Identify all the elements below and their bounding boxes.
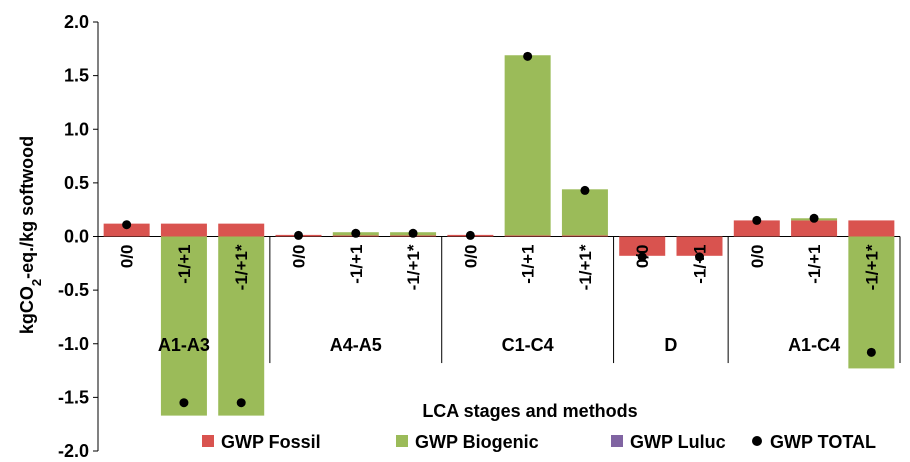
total-marker bbox=[866, 347, 876, 357]
category-label: -1/+1 bbox=[347, 245, 366, 284]
y-tick-label: 1.5 bbox=[64, 66, 89, 86]
category-label: 0/0 bbox=[633, 245, 652, 269]
bar-gwp-biogenic bbox=[504, 55, 551, 236]
group-label: A1-C4 bbox=[788, 335, 840, 355]
total-marker bbox=[580, 185, 590, 195]
y-tick-label: -1.0 bbox=[58, 334, 89, 354]
bars bbox=[103, 55, 895, 416]
y-tick-label: -0.5 bbox=[58, 280, 89, 300]
bar-gwp-fossil bbox=[676, 236, 723, 256]
category-label: 0/0 bbox=[748, 245, 767, 269]
legend-label: GWP TOTAL bbox=[770, 432, 876, 452]
bar-gwp-fossil bbox=[733, 220, 780, 237]
y-tick-label: 0.5 bbox=[64, 173, 89, 193]
total-marker bbox=[179, 398, 189, 408]
category-label: -1/+1* bbox=[576, 244, 595, 290]
total-marker bbox=[809, 213, 819, 223]
bar-gwp-fossil bbox=[561, 235, 608, 237]
y-axis-title: kgCO2-eq./kg softwood bbox=[17, 136, 44, 334]
group-label: D bbox=[664, 335, 677, 355]
bar-gwp-fossil bbox=[504, 235, 551, 237]
group-label: A1-A3 bbox=[158, 335, 210, 355]
category-label: -1/+1 bbox=[691, 245, 710, 284]
legend-swatch bbox=[611, 435, 623, 447]
category-label: 0/0 bbox=[118, 245, 137, 269]
category-label: -1/+1* bbox=[232, 244, 251, 290]
total-markers bbox=[122, 51, 876, 408]
legend-swatch bbox=[202, 435, 214, 447]
legend-marker bbox=[752, 436, 762, 446]
total-marker bbox=[523, 51, 533, 61]
category-label: -1/+1 bbox=[805, 245, 824, 284]
bar-gwp-biogenic bbox=[848, 236, 895, 369]
category-label: -1/+1* bbox=[862, 244, 881, 290]
total-marker bbox=[465, 230, 475, 240]
bar-gwp-fossil bbox=[619, 236, 666, 256]
category-labels: 0/0 -1/+1 -1/+1* 0/0 -1/+1 -1/+1* 0/0 -1/+1 -1/+… bbox=[118, 244, 882, 290]
category-label: -1/+1* bbox=[404, 244, 423, 290]
y-tick-label: -2.0 bbox=[58, 441, 89, 461]
total-marker bbox=[236, 398, 246, 408]
y-tick-label: 0.0 bbox=[64, 227, 89, 247]
bar-gwp-biogenic bbox=[160, 236, 207, 416]
total-marker bbox=[294, 230, 303, 240]
legend: GWP Fossil GWP Biogenic GWP Luluc GWP TOTAL bbox=[202, 432, 876, 452]
category-label: 0/0 bbox=[461, 245, 480, 269]
total-marker bbox=[637, 252, 647, 262]
legend-label: GWP Luluc bbox=[630, 432, 726, 452]
total-marker bbox=[695, 252, 704, 262]
y-tick-label: 2.0 bbox=[64, 12, 89, 32]
total-marker bbox=[122, 220, 132, 230]
y-ticks: 2.0 1.5 1.0 0.5 0.0 -0.5 -1.0 -1.5 -2.0 bbox=[58, 12, 98, 461]
legend-swatch bbox=[396, 435, 408, 447]
total-marker bbox=[351, 228, 361, 238]
bar-gwp-biogenic bbox=[561, 189, 608, 236]
x-axis-title: LCA stages and methods bbox=[422, 401, 637, 421]
total-marker bbox=[408, 228, 418, 238]
bar-gwp-fossil bbox=[103, 223, 150, 237]
category-label: -1/+1 bbox=[175, 245, 194, 284]
category-label: 0/0 bbox=[290, 245, 309, 269]
total-marker bbox=[752, 215, 762, 225]
bar-gwp-fossil bbox=[160, 223, 207, 237]
group-label: C1-C4 bbox=[502, 335, 554, 355]
bar-gwp-fossil bbox=[791, 220, 838, 237]
bar-gwp-fossil bbox=[848, 220, 895, 237]
y-tick-label: 1.0 bbox=[64, 119, 89, 139]
bar-gwp-fossil bbox=[218, 223, 265, 237]
legend-label: GWP Biogenic bbox=[415, 432, 539, 452]
y-tick-label: -1.5 bbox=[58, 387, 89, 407]
group-label: A4-A5 bbox=[330, 335, 382, 355]
category-label: -1/+1 bbox=[519, 245, 538, 284]
legend-label: GWP Fossil bbox=[221, 432, 321, 452]
group-labels: A1-A3 A4-A5 C1-C4 D A1-C4 bbox=[158, 236, 901, 364]
bar-gwp-biogenic bbox=[218, 236, 265, 416]
